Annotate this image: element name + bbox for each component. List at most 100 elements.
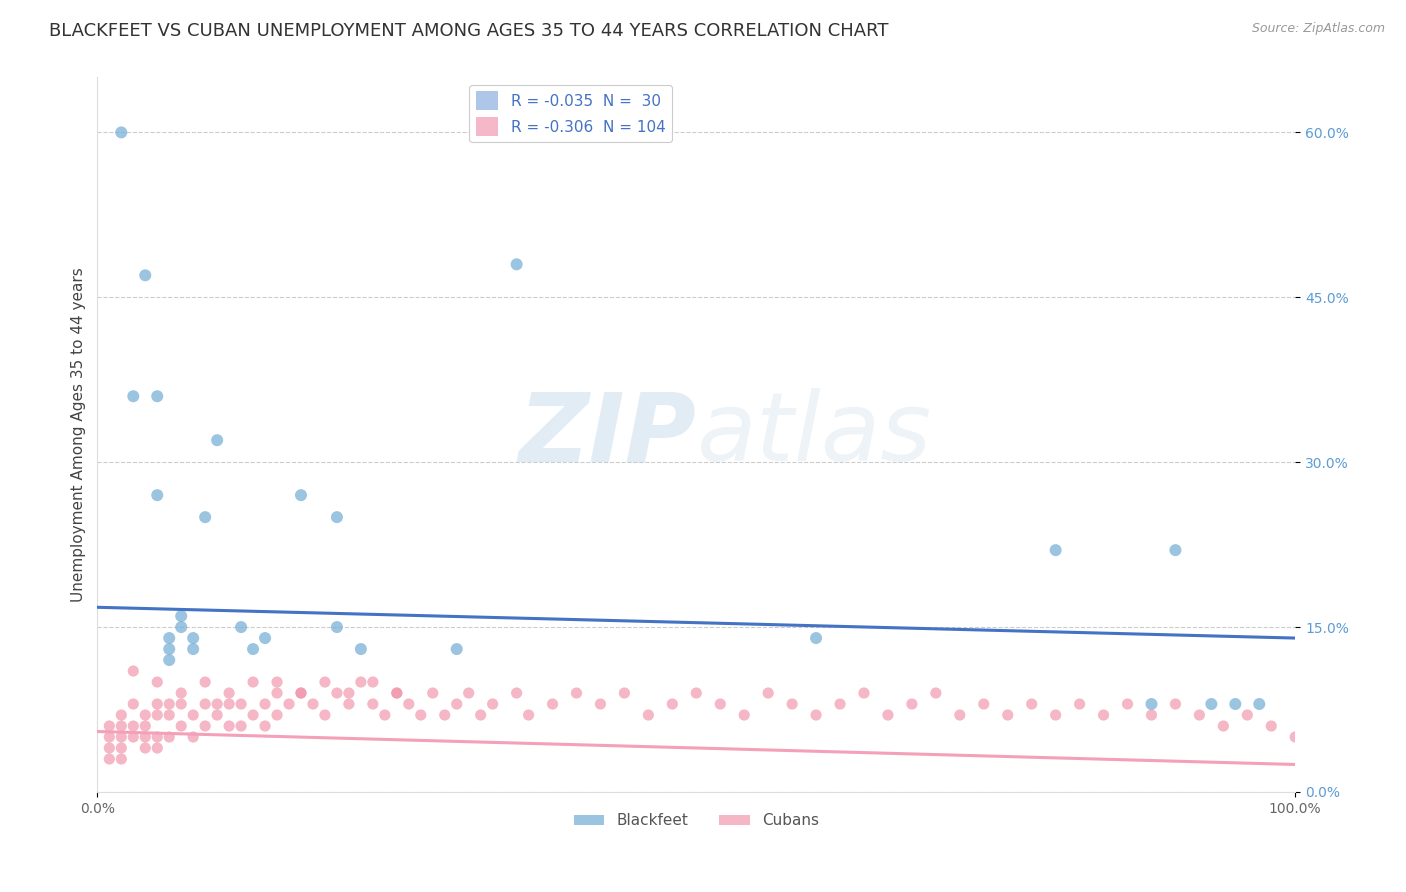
Point [1164, 697, 1187, 711]
Point [157, 708, 180, 723]
Point [685, 686, 707, 700]
Point [314, 708, 336, 723]
Point [1140, 697, 1163, 711]
Point [242, 675, 264, 690]
Point [409, 708, 432, 723]
Point [134, 708, 156, 723]
Point [1201, 697, 1223, 711]
Text: atlas: atlas [696, 388, 931, 481]
Point [134, 268, 156, 283]
Point [278, 697, 301, 711]
Point [613, 686, 636, 700]
Point [1260, 719, 1282, 733]
Point [122, 719, 145, 733]
Point [385, 686, 408, 700]
Point [134, 741, 156, 756]
Point [122, 697, 145, 711]
Point [337, 686, 360, 700]
Point [218, 719, 240, 733]
Point [146, 488, 169, 502]
Point [314, 675, 336, 690]
Point [157, 653, 180, 667]
Point [302, 697, 325, 711]
Point [194, 697, 217, 711]
Text: Source: ZipAtlas.com: Source: ZipAtlas.com [1251, 22, 1385, 36]
Point [218, 697, 240, 711]
Point [98, 730, 121, 744]
Point [1021, 697, 1043, 711]
Point [170, 620, 193, 634]
Point [181, 708, 204, 723]
Point [1045, 543, 1067, 558]
Y-axis label: Unemployment Among Ages 35 to 44 years: Unemployment Among Ages 35 to 44 years [72, 268, 86, 602]
Point [337, 697, 360, 711]
Point [1045, 708, 1067, 723]
Point [254, 697, 277, 711]
Point [254, 719, 277, 733]
Point [242, 642, 264, 657]
Point [661, 697, 683, 711]
Point [205, 697, 228, 711]
Point [122, 664, 145, 678]
Point [589, 697, 612, 711]
Point [146, 675, 169, 690]
Point [1069, 697, 1091, 711]
Point [457, 686, 479, 700]
Point [122, 389, 145, 403]
Point [146, 708, 169, 723]
Point [181, 631, 204, 645]
Point [122, 730, 145, 744]
Point [326, 686, 349, 700]
Point [157, 697, 180, 711]
Point [733, 708, 755, 723]
Point [925, 686, 948, 700]
Point [949, 708, 972, 723]
Point [398, 697, 420, 711]
Point [1236, 708, 1258, 723]
Legend: Blackfeet, Cubans: Blackfeet, Cubans [568, 807, 825, 834]
Point [326, 620, 349, 634]
Point [98, 752, 121, 766]
Point [326, 510, 349, 524]
Point [361, 675, 384, 690]
Point [98, 719, 121, 733]
Point [290, 488, 312, 502]
Point [170, 609, 193, 624]
Point [290, 686, 312, 700]
Point [266, 686, 288, 700]
Point [157, 631, 180, 645]
Point [170, 686, 193, 700]
Point [709, 697, 731, 711]
Point [470, 708, 492, 723]
Point [446, 697, 468, 711]
Point [446, 642, 468, 657]
Point [1225, 697, 1247, 711]
Point [181, 730, 204, 744]
Point [997, 708, 1019, 723]
Point [853, 686, 876, 700]
Point [194, 675, 217, 690]
Point [973, 697, 995, 711]
Point [1188, 708, 1211, 723]
Point [385, 686, 408, 700]
Point [110, 741, 132, 756]
Point [146, 730, 169, 744]
Point [481, 697, 503, 711]
Point [170, 719, 193, 733]
Point [804, 708, 827, 723]
Point [1140, 708, 1163, 723]
Point [374, 708, 396, 723]
Point [1284, 730, 1306, 744]
Point [194, 510, 217, 524]
Point [266, 675, 288, 690]
Point [194, 719, 217, 733]
Point [350, 675, 373, 690]
Point [541, 697, 564, 711]
Point [1249, 697, 1271, 711]
Point [565, 686, 588, 700]
Point [266, 708, 288, 723]
Point [110, 752, 132, 766]
Point [146, 389, 169, 403]
Point [229, 620, 252, 634]
Point [146, 741, 169, 756]
